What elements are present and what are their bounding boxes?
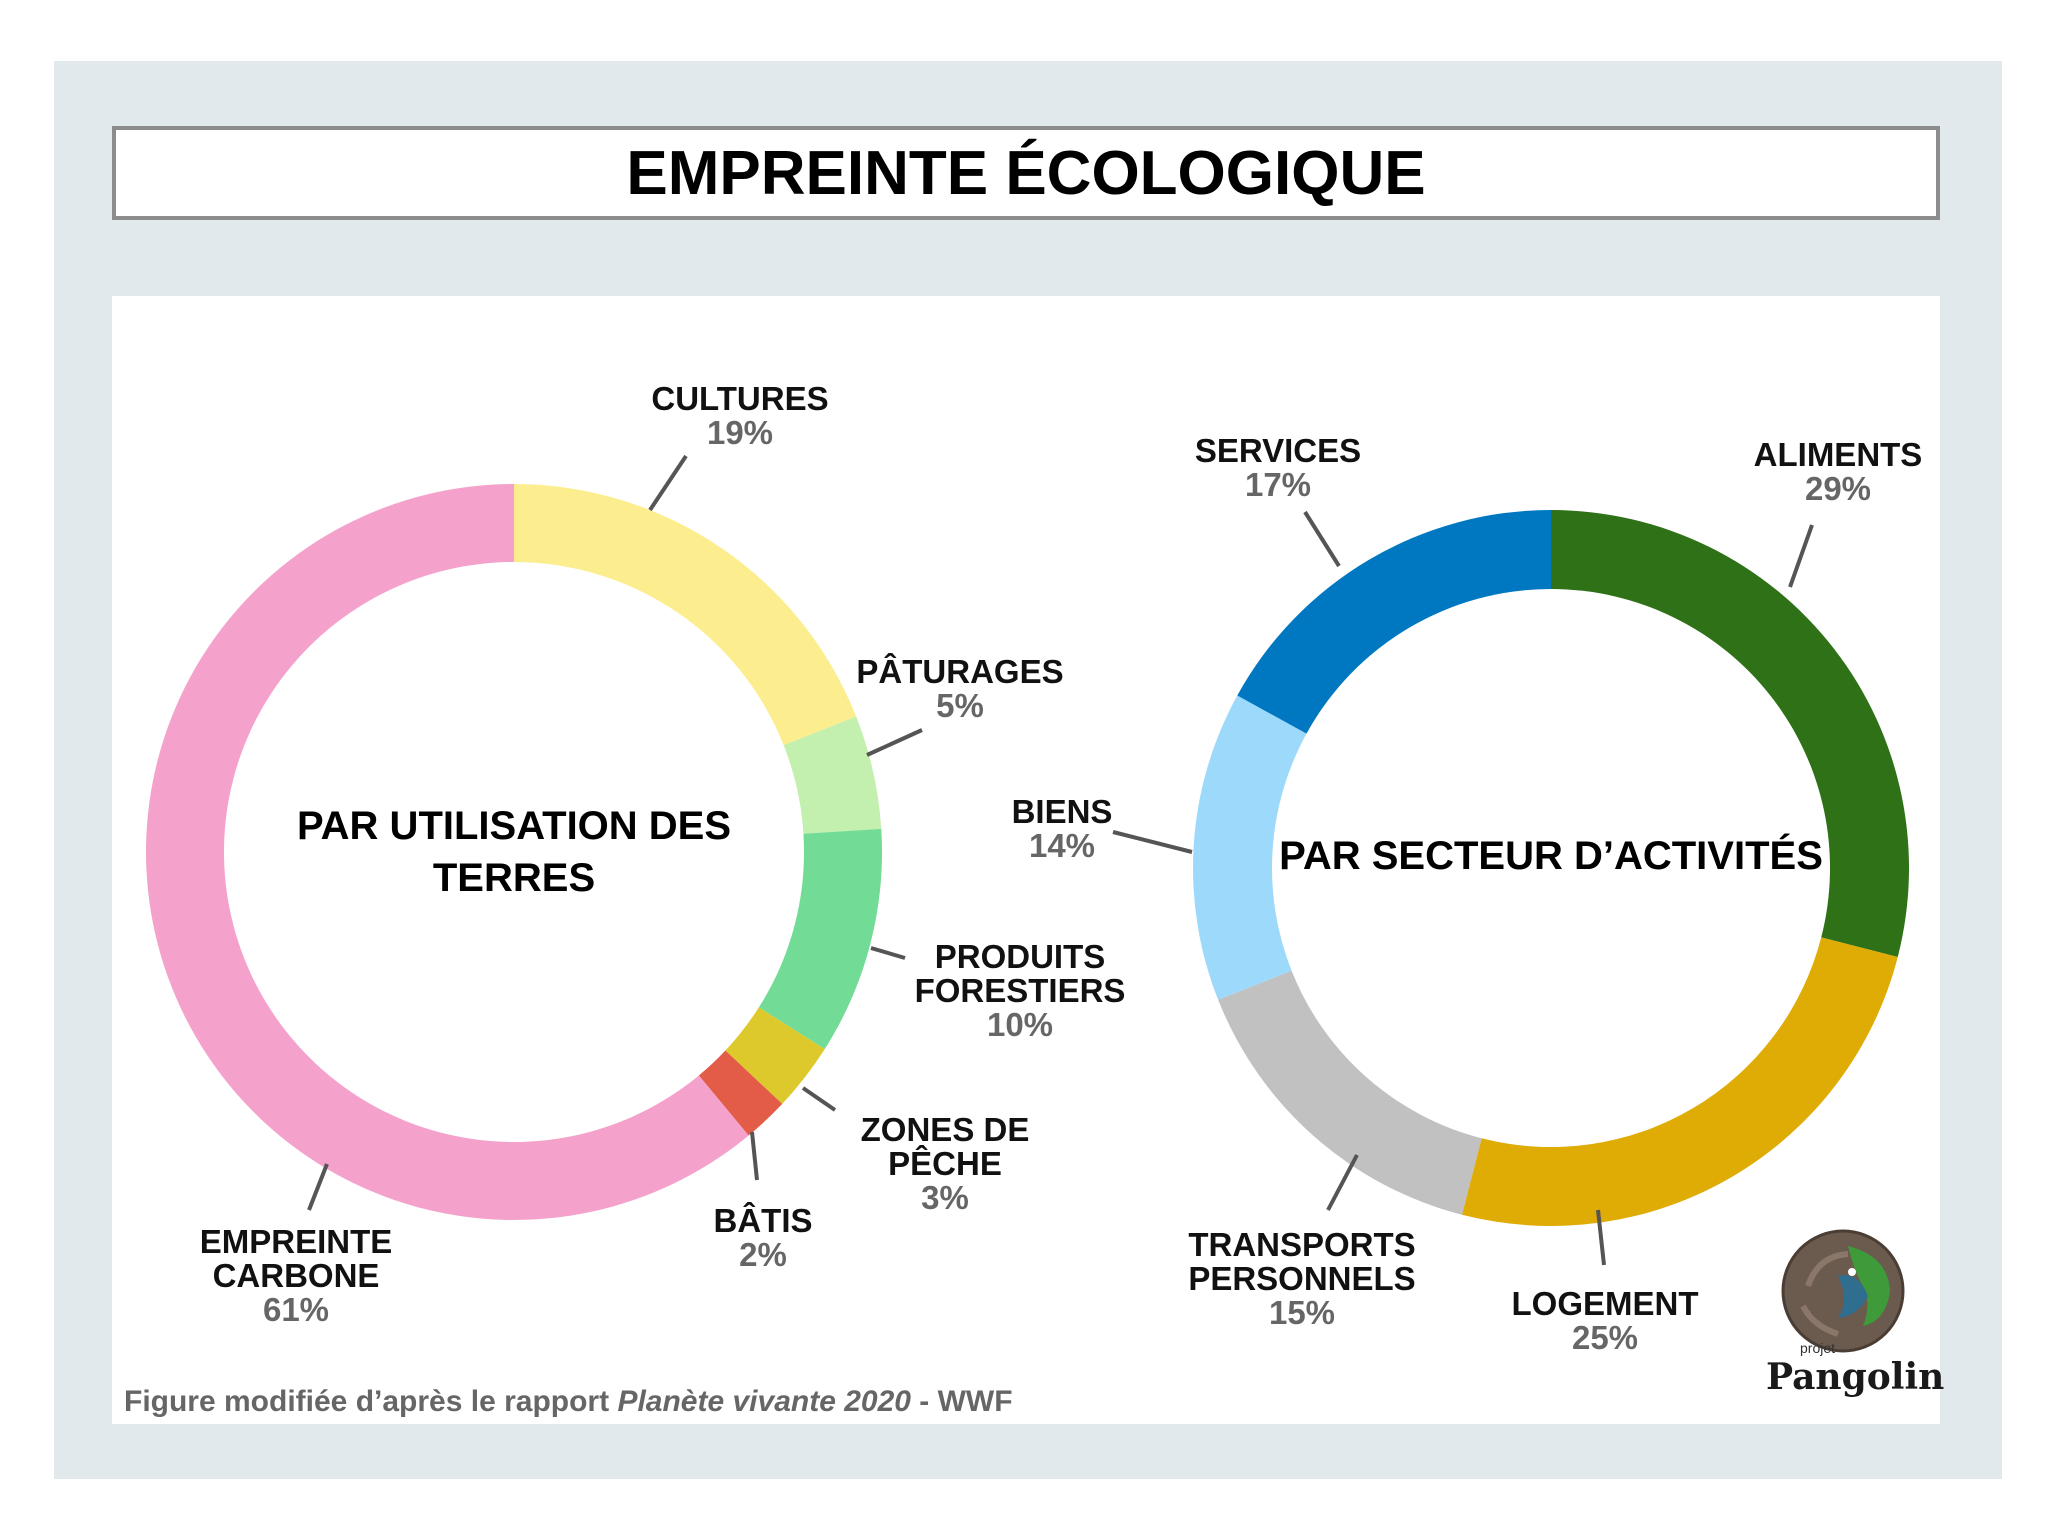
leader-line-aliments	[1788, 524, 1814, 588]
percent-value: 2%	[739, 1236, 787, 1273]
data-label-paturages: PÂTURAGES 5%	[856, 655, 1063, 723]
data-label-cultures: CULTURES 19%	[651, 382, 828, 450]
category-name: ALIMENTS	[1753, 436, 1923, 473]
leader-line-produits-forestiers	[870, 946, 906, 960]
caption-suffix: - WWF	[910, 1385, 1013, 1418]
percent-value: 5%	[936, 687, 984, 724]
category-name: FORESTIERS	[914, 972, 1126, 1009]
donut-chart-1	[146, 454, 923, 1220]
caption-prefix: Figure modifiée d’après le rapport	[124, 1385, 618, 1418]
data-label-aliments: ALIMENTS 29%	[1754, 438, 1923, 506]
data-label-biens: BIENS 14%	[1012, 795, 1113, 863]
category-name: PRODUITS	[934, 938, 1106, 975]
data-label-empreinte-carbone: EMPREINTE CARBONE 61%	[200, 1225, 393, 1327]
logo-subtext: projet	[1800, 1340, 1836, 1356]
category-name: ZONES DE	[860, 1111, 1030, 1148]
category-name: PÊCHE	[888, 1145, 1002, 1182]
data-label-logement: LOGEMENT 25%	[1512, 1287, 1699, 1355]
category-name: EMPREINTE	[199, 1223, 393, 1260]
slice-cultures	[514, 484, 857, 746]
center-title-line: TERRES	[432, 856, 596, 900]
percent-value: 29%	[1804, 470, 1872, 507]
category-name: TRANSPORTS	[1188, 1226, 1416, 1263]
percent-value: 3%	[921, 1179, 969, 1216]
leader-line-biens	[1112, 830, 1193, 854]
slice-produits-forestiers	[758, 828, 883, 1050]
leader-line-logement	[1596, 1209, 1606, 1266]
leader-line-cultures	[648, 454, 688, 512]
title-box: EMPREINTE ÉCOLOGIQUE	[112, 126, 1940, 220]
category-name: LOGEMENT	[1511, 1285, 1699, 1322]
slice-services	[1237, 510, 1551, 734]
percent-value: 14%	[1028, 827, 1096, 864]
leader-line-paturages	[866, 728, 923, 757]
slice-empreinte-carbone	[146, 484, 749, 1220]
percent-value: 15%	[1268, 1294, 1336, 1331]
category-name: SERVICES	[1194, 432, 1362, 469]
percent-value: 25%	[1571, 1319, 1639, 1356]
category-name: BIENS	[1011, 793, 1113, 830]
leader-line-services	[1303, 510, 1341, 568]
leader-line-zones-de-peche	[801, 1086, 837, 1112]
chart-panel	[112, 296, 1940, 1424]
percent-value: 61%	[262, 1291, 330, 1328]
center-title-line: PAR SECTEUR D’ACTIVITÉS	[1279, 834, 1823, 878]
donut-chart-2	[1112, 510, 1909, 1266]
leader-line-batis	[750, 1131, 759, 1181]
caption-report-title: Planète vivante 2020	[617, 1385, 911, 1418]
logo-wordmark: Pangolin	[1766, 1356, 1945, 1398]
data-label-services: SERVICES 17%	[1195, 434, 1361, 502]
category-name: BÂTIS	[713, 1202, 813, 1239]
slice-zones-de-peche	[725, 1007, 825, 1104]
category-name: CARBONE	[212, 1257, 380, 1294]
center-title-line: PAR UTILISATION DES	[296, 804, 732, 848]
donut-center-title: PAR SECTEUR D’ACTIVITÉS	[1279, 830, 1823, 882]
percent-value: 17%	[1244, 466, 1312, 503]
data-label-zones-de-peche: ZONES DE PÊCHE 3%	[861, 1113, 1030, 1215]
percent-value: 19%	[706, 414, 774, 451]
percent-value: 10%	[986, 1006, 1054, 1043]
donut-center-title: PAR UTILISATION DES TERRES	[297, 800, 731, 904]
slice-aliments	[1551, 510, 1909, 958]
data-label-produits-forestiers: PRODUITS FORESTIERS 10%	[915, 940, 1126, 1042]
slice-paturages	[783, 716, 882, 834]
slice-logement	[1461, 937, 1898, 1226]
leader-line-empreinte-carbone	[307, 1163, 329, 1211]
slice-batis	[698, 1050, 783, 1136]
slice-transports-personnels	[1218, 970, 1482, 1215]
data-label-transports-personnels: TRANSPORTS PERSONNELS 15%	[1188, 1228, 1415, 1330]
category-name: PÂTURAGES	[856, 653, 1064, 690]
pangolin-logo-icon	[1781, 1229, 1905, 1353]
slice-biens	[1192, 695, 1307, 1000]
source-caption: Figure modifiée d’après le rapport Planè…	[124, 1385, 1013, 1419]
leader-line-transports-personnels	[1326, 1154, 1359, 1211]
data-label-batis: BÂTIS 2%	[714, 1204, 813, 1272]
category-name: CULTURES	[651, 380, 829, 417]
page-title: EMPREINTE ÉCOLOGIQUE	[626, 138, 1426, 208]
category-name: PERSONNELS	[1188, 1260, 1416, 1297]
